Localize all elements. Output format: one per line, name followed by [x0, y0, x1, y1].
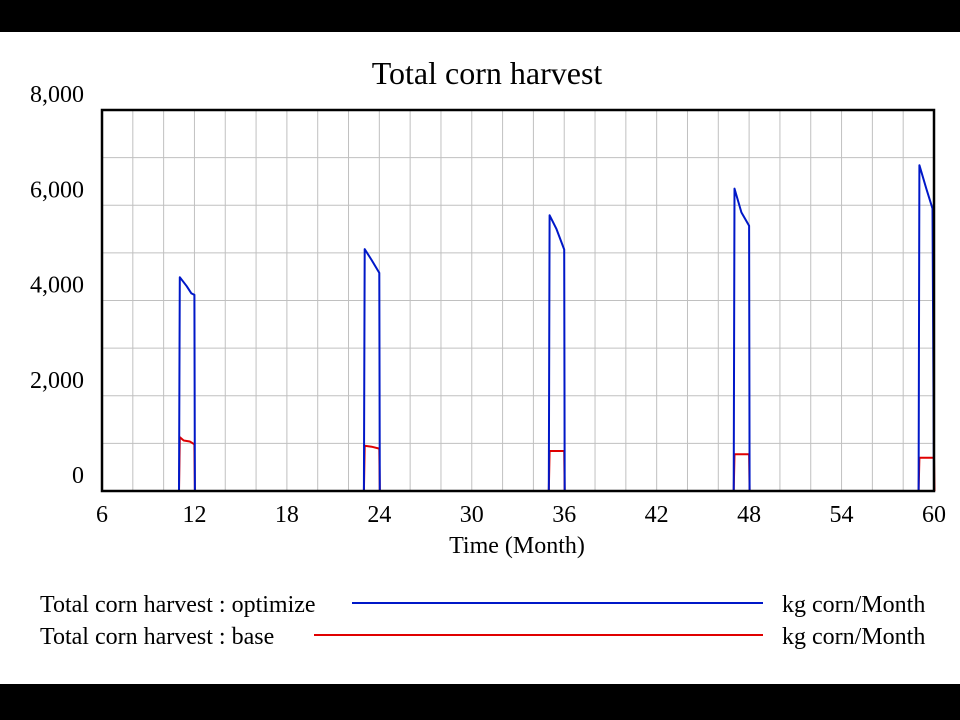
x-tick-label: 18	[275, 502, 299, 528]
series-layer	[102, 164, 936, 492]
y-tick-label: 6,000	[30, 177, 84, 203]
legend-series-name: Total corn harvest : base	[40, 624, 274, 650]
chart: Total corn harvest 6 12 18 24 30 36 42 48 54 60 0 2…	[30, 55, 946, 650]
x-tick-label: 60	[922, 502, 946, 528]
legend-series-name: Total corn harvest : optimize	[40, 592, 316, 618]
x-axis-label: Time (Month)	[449, 533, 585, 559]
plot-frame	[100, 108, 936, 493]
x-tick-label: 48	[737, 502, 761, 528]
slide-canvas: Total corn harvest 6 12 18 24 30 36 42 48 54 60 0 2…	[0, 32, 960, 684]
x-tick-label: 30	[460, 502, 484, 528]
axis-ticks: 6 12 18 24 30 36 42 48 54 60 0 2,000 4,000 6,000 8,000	[30, 82, 946, 528]
y-tick-label: 8,000	[30, 82, 84, 108]
y-tick-label: 0	[72, 463, 84, 489]
series-line-1	[102, 436, 936, 492]
legend-unit: kg corn/Month	[782, 592, 925, 618]
chart-title: Total corn harvest	[372, 55, 603, 91]
legend-unit: kg corn/Month	[782, 624, 925, 650]
x-tick-label: 12	[182, 502, 206, 528]
x-tick-label: 36	[552, 502, 576, 528]
grid	[102, 110, 934, 491]
y-tick-label: 4,000	[30, 273, 84, 299]
y-tick-label: 2,000	[30, 368, 84, 394]
x-tick-label: 24	[367, 502, 391, 528]
legend: Total corn harvest : optimize kg corn/Mon…	[40, 592, 925, 650]
x-tick-label: 54	[830, 502, 854, 528]
series-line-0	[102, 164, 935, 492]
x-tick-label: 6	[96, 502, 108, 528]
x-tick-label: 42	[645, 502, 669, 528]
